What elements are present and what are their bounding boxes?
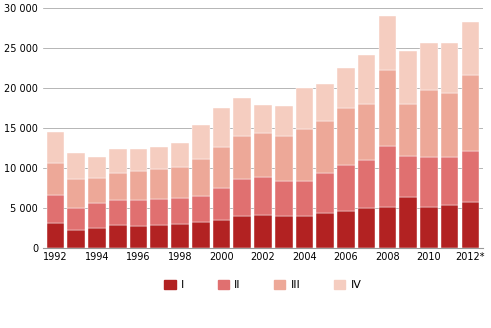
Bar bbox=[420, 207, 438, 248]
Bar bbox=[441, 205, 459, 248]
Bar bbox=[441, 157, 459, 205]
Bar bbox=[150, 199, 168, 225]
Bar bbox=[130, 226, 147, 248]
Bar bbox=[47, 195, 64, 223]
Bar bbox=[296, 180, 313, 216]
Bar bbox=[275, 136, 293, 181]
Bar bbox=[47, 132, 64, 163]
Legend: I, II, III, IV: I, II, III, IV bbox=[160, 276, 366, 295]
Bar bbox=[420, 90, 438, 157]
Bar bbox=[462, 22, 479, 75]
Bar bbox=[379, 146, 396, 207]
Bar bbox=[47, 163, 64, 195]
Bar bbox=[254, 215, 272, 248]
Bar bbox=[379, 16, 396, 71]
Bar bbox=[316, 213, 334, 248]
Bar bbox=[462, 151, 479, 202]
Bar bbox=[171, 143, 189, 167]
Bar bbox=[213, 108, 230, 147]
Bar bbox=[150, 147, 168, 169]
Bar bbox=[88, 178, 106, 203]
Bar bbox=[213, 147, 230, 188]
Bar bbox=[441, 43, 459, 93]
Bar bbox=[462, 75, 479, 151]
Bar bbox=[399, 51, 417, 104]
Bar bbox=[150, 225, 168, 248]
Bar bbox=[358, 160, 376, 208]
Bar bbox=[171, 224, 189, 248]
Bar bbox=[316, 174, 334, 213]
Bar bbox=[337, 68, 355, 108]
Bar bbox=[67, 179, 85, 209]
Bar bbox=[233, 136, 251, 179]
Bar bbox=[275, 216, 293, 248]
Bar bbox=[109, 225, 127, 248]
Bar bbox=[379, 207, 396, 248]
Bar bbox=[420, 157, 438, 207]
Bar bbox=[316, 121, 334, 174]
Bar bbox=[337, 165, 355, 211]
Bar bbox=[233, 98, 251, 136]
Bar bbox=[316, 84, 334, 121]
Bar bbox=[171, 167, 189, 198]
Bar bbox=[337, 211, 355, 248]
Bar bbox=[337, 108, 355, 165]
Bar bbox=[233, 179, 251, 216]
Bar bbox=[358, 55, 376, 104]
Bar bbox=[296, 88, 313, 130]
Bar bbox=[88, 156, 106, 178]
Bar bbox=[420, 43, 438, 90]
Bar bbox=[462, 202, 479, 248]
Bar bbox=[67, 154, 85, 179]
Bar bbox=[254, 177, 272, 215]
Bar bbox=[296, 130, 313, 180]
Bar bbox=[399, 156, 417, 196]
Bar bbox=[67, 230, 85, 248]
Bar bbox=[441, 93, 459, 157]
Bar bbox=[399, 104, 417, 156]
Bar bbox=[192, 222, 210, 248]
Bar bbox=[275, 181, 293, 216]
Bar bbox=[88, 203, 106, 228]
Bar bbox=[192, 126, 210, 159]
Bar bbox=[213, 220, 230, 248]
Bar bbox=[233, 216, 251, 248]
Bar bbox=[150, 169, 168, 199]
Bar bbox=[254, 105, 272, 133]
Bar bbox=[254, 133, 272, 177]
Bar bbox=[192, 196, 210, 222]
Bar bbox=[275, 106, 293, 136]
Bar bbox=[399, 196, 417, 248]
Bar bbox=[109, 174, 127, 200]
Bar bbox=[109, 200, 127, 225]
Bar bbox=[358, 208, 376, 248]
Bar bbox=[130, 149, 147, 171]
Bar bbox=[171, 198, 189, 224]
Bar bbox=[379, 71, 396, 146]
Bar bbox=[109, 150, 127, 174]
Bar bbox=[192, 159, 210, 196]
Bar bbox=[130, 171, 147, 200]
Bar bbox=[358, 104, 376, 160]
Bar bbox=[130, 200, 147, 226]
Bar bbox=[47, 223, 64, 248]
Bar bbox=[88, 228, 106, 248]
Bar bbox=[296, 216, 313, 248]
Bar bbox=[67, 209, 85, 230]
Bar bbox=[213, 188, 230, 220]
